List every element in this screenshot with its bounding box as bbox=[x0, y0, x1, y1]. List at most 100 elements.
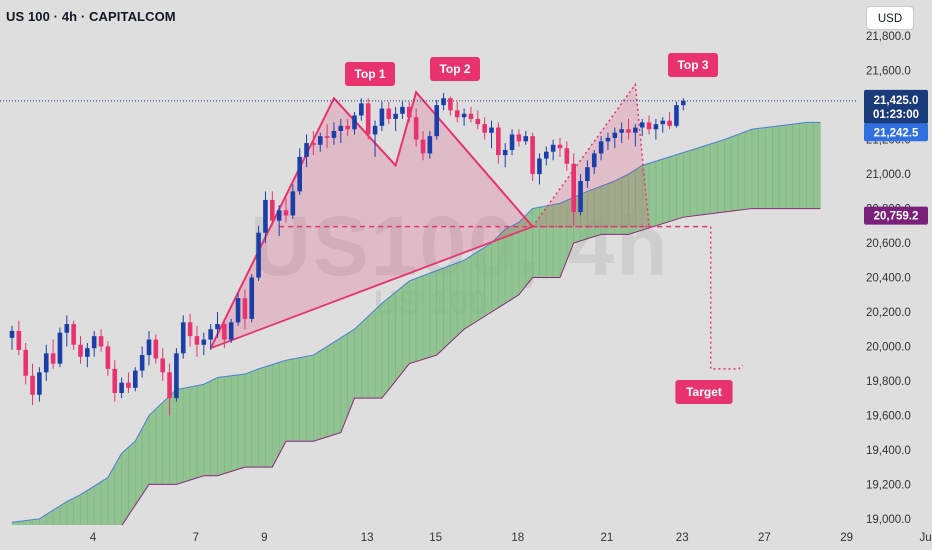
candle-body bbox=[91, 336, 97, 349]
candle-body bbox=[660, 120, 666, 125]
candle-body bbox=[372, 125, 378, 135]
candle-body bbox=[317, 136, 323, 145]
candle-body bbox=[290, 191, 296, 216]
cloud-segment bbox=[730, 134, 739, 212]
cloud-segment bbox=[285, 358, 294, 442]
y-tick-label: 19,800.0 bbox=[866, 376, 911, 388]
candle-body bbox=[324, 136, 330, 138]
currency-button[interactable]: USD bbox=[866, 6, 914, 30]
cloud-segment bbox=[326, 341, 335, 438]
candle-body bbox=[194, 336, 200, 345]
candle-body bbox=[146, 339, 152, 356]
candle-body bbox=[105, 346, 111, 369]
pattern-fill-left bbox=[210, 98, 533, 349]
level-tag-upper-box bbox=[864, 123, 928, 142]
candle-body bbox=[270, 199, 275, 221]
cloud-segment bbox=[408, 277, 417, 365]
cloud-segment bbox=[395, 285, 403, 382]
cloud-segment bbox=[436, 267, 444, 356]
cloud-segment bbox=[244, 371, 253, 468]
last-price-tag-box bbox=[864, 89, 928, 124]
cloud-segment bbox=[374, 302, 383, 399]
level-tag-lower: 20,759.2 bbox=[874, 211, 919, 223]
candle-body bbox=[16, 330, 22, 350]
candle-body bbox=[386, 108, 392, 119]
y-tick-label: 21,600.0 bbox=[866, 66, 911, 78]
cloud-segment bbox=[498, 228, 506, 309]
y-tick-label: 19,000.0 bbox=[866, 514, 911, 526]
candle-body bbox=[475, 118, 481, 125]
candle-body bbox=[345, 125, 350, 130]
cloud-segment bbox=[73, 494, 81, 527]
cloud-segment bbox=[66, 497, 74, 527]
cloud-segment bbox=[258, 366, 266, 468]
y-tick-label: 19,600.0 bbox=[866, 410, 911, 422]
cloud-segment bbox=[367, 309, 376, 399]
cloud-segment bbox=[93, 481, 102, 527]
cloud-segment bbox=[128, 440, 136, 517]
candle-body bbox=[283, 210, 289, 216]
candle-body bbox=[427, 136, 433, 154]
candle-body bbox=[502, 149, 508, 156]
candle-body bbox=[496, 127, 501, 156]
candle-body bbox=[187, 322, 193, 337]
cloud-segment bbox=[148, 408, 157, 485]
candle-body bbox=[516, 134, 522, 142]
y-tick-label: 19,400.0 bbox=[866, 445, 911, 457]
cloud-segment bbox=[484, 242, 492, 317]
cloud-segment bbox=[778, 124, 787, 209]
cloud-segment bbox=[388, 291, 396, 391]
cloud-segment bbox=[278, 359, 287, 455]
x-tick-label: 4 bbox=[90, 532, 97, 544]
cloud-segment bbox=[737, 131, 746, 211]
cloud-segment bbox=[162, 395, 170, 485]
cloud-segment bbox=[682, 149, 691, 218]
cloud-segment bbox=[470, 251, 479, 326]
cloud-segment bbox=[224, 375, 232, 474]
cloud-segment bbox=[655, 158, 664, 227]
candle-body bbox=[112, 368, 118, 393]
pattern-fill-right bbox=[395, 92, 533, 227]
candle-body bbox=[174, 353, 179, 399]
cloud-segment bbox=[710, 141, 718, 215]
cloud-segment bbox=[662, 156, 670, 225]
cloud-segment bbox=[176, 387, 184, 485]
candle-body bbox=[71, 324, 76, 345]
candle-body bbox=[482, 124, 487, 133]
annotation-target-box bbox=[675, 380, 733, 404]
cloud-segment bbox=[676, 152, 684, 220]
candle-body bbox=[605, 137, 611, 142]
cloud-segment bbox=[292, 357, 301, 442]
cloud-segment bbox=[107, 464, 116, 527]
cloud-segment bbox=[402, 280, 410, 374]
x-tick-label: 15 bbox=[429, 532, 442, 544]
candle-body bbox=[85, 348, 90, 357]
cloud-segment bbox=[230, 374, 239, 472]
cloud-segment bbox=[203, 380, 211, 477]
cloud-segment bbox=[491, 235, 499, 313]
cloud-segment bbox=[354, 322, 362, 399]
cloud-segment bbox=[765, 126, 773, 209]
candle-body bbox=[98, 336, 104, 347]
cloud-segment bbox=[306, 354, 314, 442]
y-tick-label: 20,200.0 bbox=[866, 307, 911, 319]
chart-title: US 100 · 4h · CAPITALCOM bbox=[6, 9, 176, 24]
cloud-segment bbox=[703, 143, 712, 215]
cloud-segment bbox=[806, 122, 814, 209]
last-price-tag: 21,425.0 bbox=[874, 95, 919, 107]
candle-body bbox=[420, 139, 426, 154]
cloud-segment bbox=[415, 275, 424, 362]
x-tick-label: 9 bbox=[261, 532, 267, 544]
candle-body bbox=[276, 210, 282, 221]
cloud-segment bbox=[210, 377, 218, 477]
cloud-segment bbox=[689, 147, 698, 217]
candle-body bbox=[235, 298, 241, 323]
candle-body bbox=[619, 129, 624, 133]
time-axis[interactable] bbox=[0, 525, 932, 550]
candle-body bbox=[133, 370, 138, 388]
candle-body bbox=[434, 105, 439, 137]
candle-body bbox=[352, 115, 357, 130]
cloud-segment bbox=[196, 384, 205, 479]
